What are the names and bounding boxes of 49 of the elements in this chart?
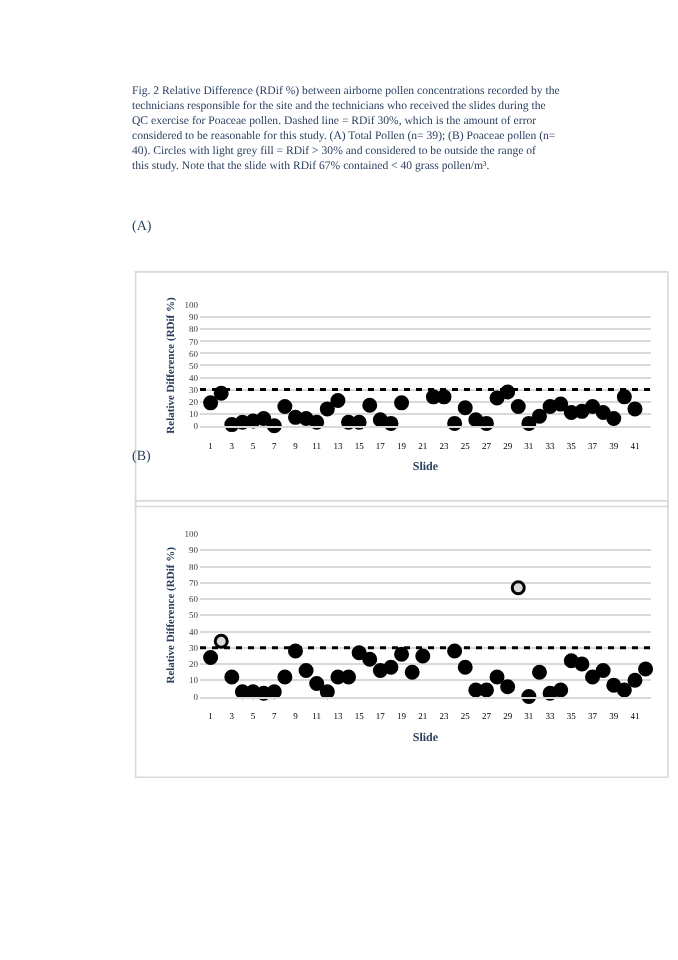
point xyxy=(627,672,643,688)
point xyxy=(532,664,547,680)
point xyxy=(457,400,473,416)
point xyxy=(394,646,410,662)
point xyxy=(330,392,346,408)
point xyxy=(394,395,410,411)
point xyxy=(277,398,293,414)
point xyxy=(606,411,622,427)
point xyxy=(383,659,399,675)
point xyxy=(309,676,325,692)
point xyxy=(478,415,494,431)
point xyxy=(606,677,622,693)
point xyxy=(298,663,314,679)
point xyxy=(447,643,463,659)
point xyxy=(319,684,335,700)
point xyxy=(415,648,431,664)
point xyxy=(553,682,569,698)
point xyxy=(489,390,505,406)
point xyxy=(277,669,293,685)
point xyxy=(203,395,219,411)
point xyxy=(319,401,335,417)
point xyxy=(532,408,547,424)
point xyxy=(616,389,632,405)
point xyxy=(266,684,282,700)
point xyxy=(638,661,654,677)
point xyxy=(627,401,643,417)
point xyxy=(585,398,601,414)
point xyxy=(203,650,219,666)
point xyxy=(616,682,632,698)
point xyxy=(404,664,420,680)
point xyxy=(224,669,240,685)
point xyxy=(510,398,526,414)
point xyxy=(372,663,388,679)
point xyxy=(362,651,378,667)
point xyxy=(500,679,516,695)
point xyxy=(213,633,229,649)
point xyxy=(595,663,611,679)
point xyxy=(489,669,505,685)
point xyxy=(362,397,378,413)
point xyxy=(574,403,590,419)
point xyxy=(595,405,611,421)
point xyxy=(436,389,452,405)
point xyxy=(457,659,473,675)
point xyxy=(510,580,526,596)
point xyxy=(553,396,569,412)
point xyxy=(256,411,272,427)
point xyxy=(341,669,357,685)
point xyxy=(585,669,601,685)
point xyxy=(574,656,590,672)
